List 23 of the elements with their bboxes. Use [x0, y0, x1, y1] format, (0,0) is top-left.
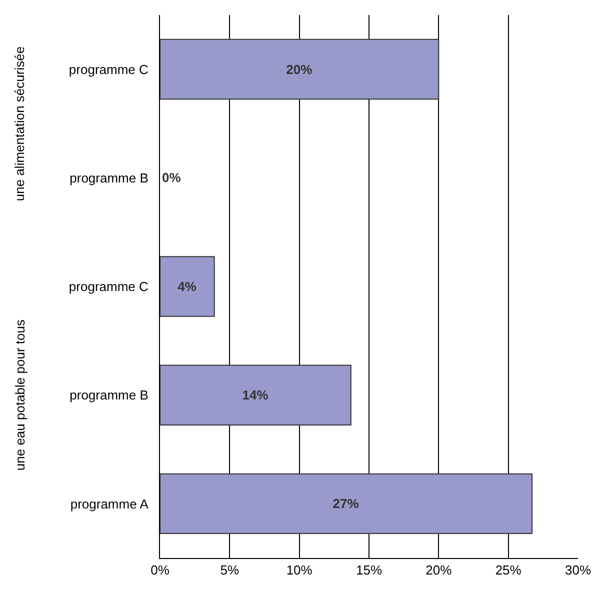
x-tick-label: 5%: [220, 562, 240, 578]
data-label: 0%: [162, 170, 182, 185]
y-tick-label: programme C: [68, 279, 148, 294]
data-label: 14%: [242, 388, 269, 403]
x-tick-label: 30%: [564, 562, 592, 578]
data-label: 27%: [332, 496, 360, 512]
y-tick-label: programme A: [70, 496, 149, 512]
text: une alimentation sécurisée: [12, 46, 27, 202]
bar: [160, 473, 533, 534]
x-tick-label: 20%: [426, 562, 452, 578]
x-tick-label: 15%: [356, 562, 382, 578]
x-tick-label: 0%: [150, 562, 170, 578]
y-tick-label: programme C: [68, 62, 148, 77]
data-label: 4%: [178, 279, 197, 294]
data-label: 20%: [286, 62, 313, 77]
y-tick-label: programme B: [70, 170, 148, 186]
bar: [160, 256, 215, 317]
bar: [160, 38, 440, 100]
x-tick-label: 25%: [495, 562, 522, 578]
x-tick-label: 10%: [286, 562, 313, 578]
text: une eau potable pour tous: [12, 319, 28, 471]
bar: [160, 364, 352, 426]
y-tick-label: programme B: [70, 388, 148, 403]
